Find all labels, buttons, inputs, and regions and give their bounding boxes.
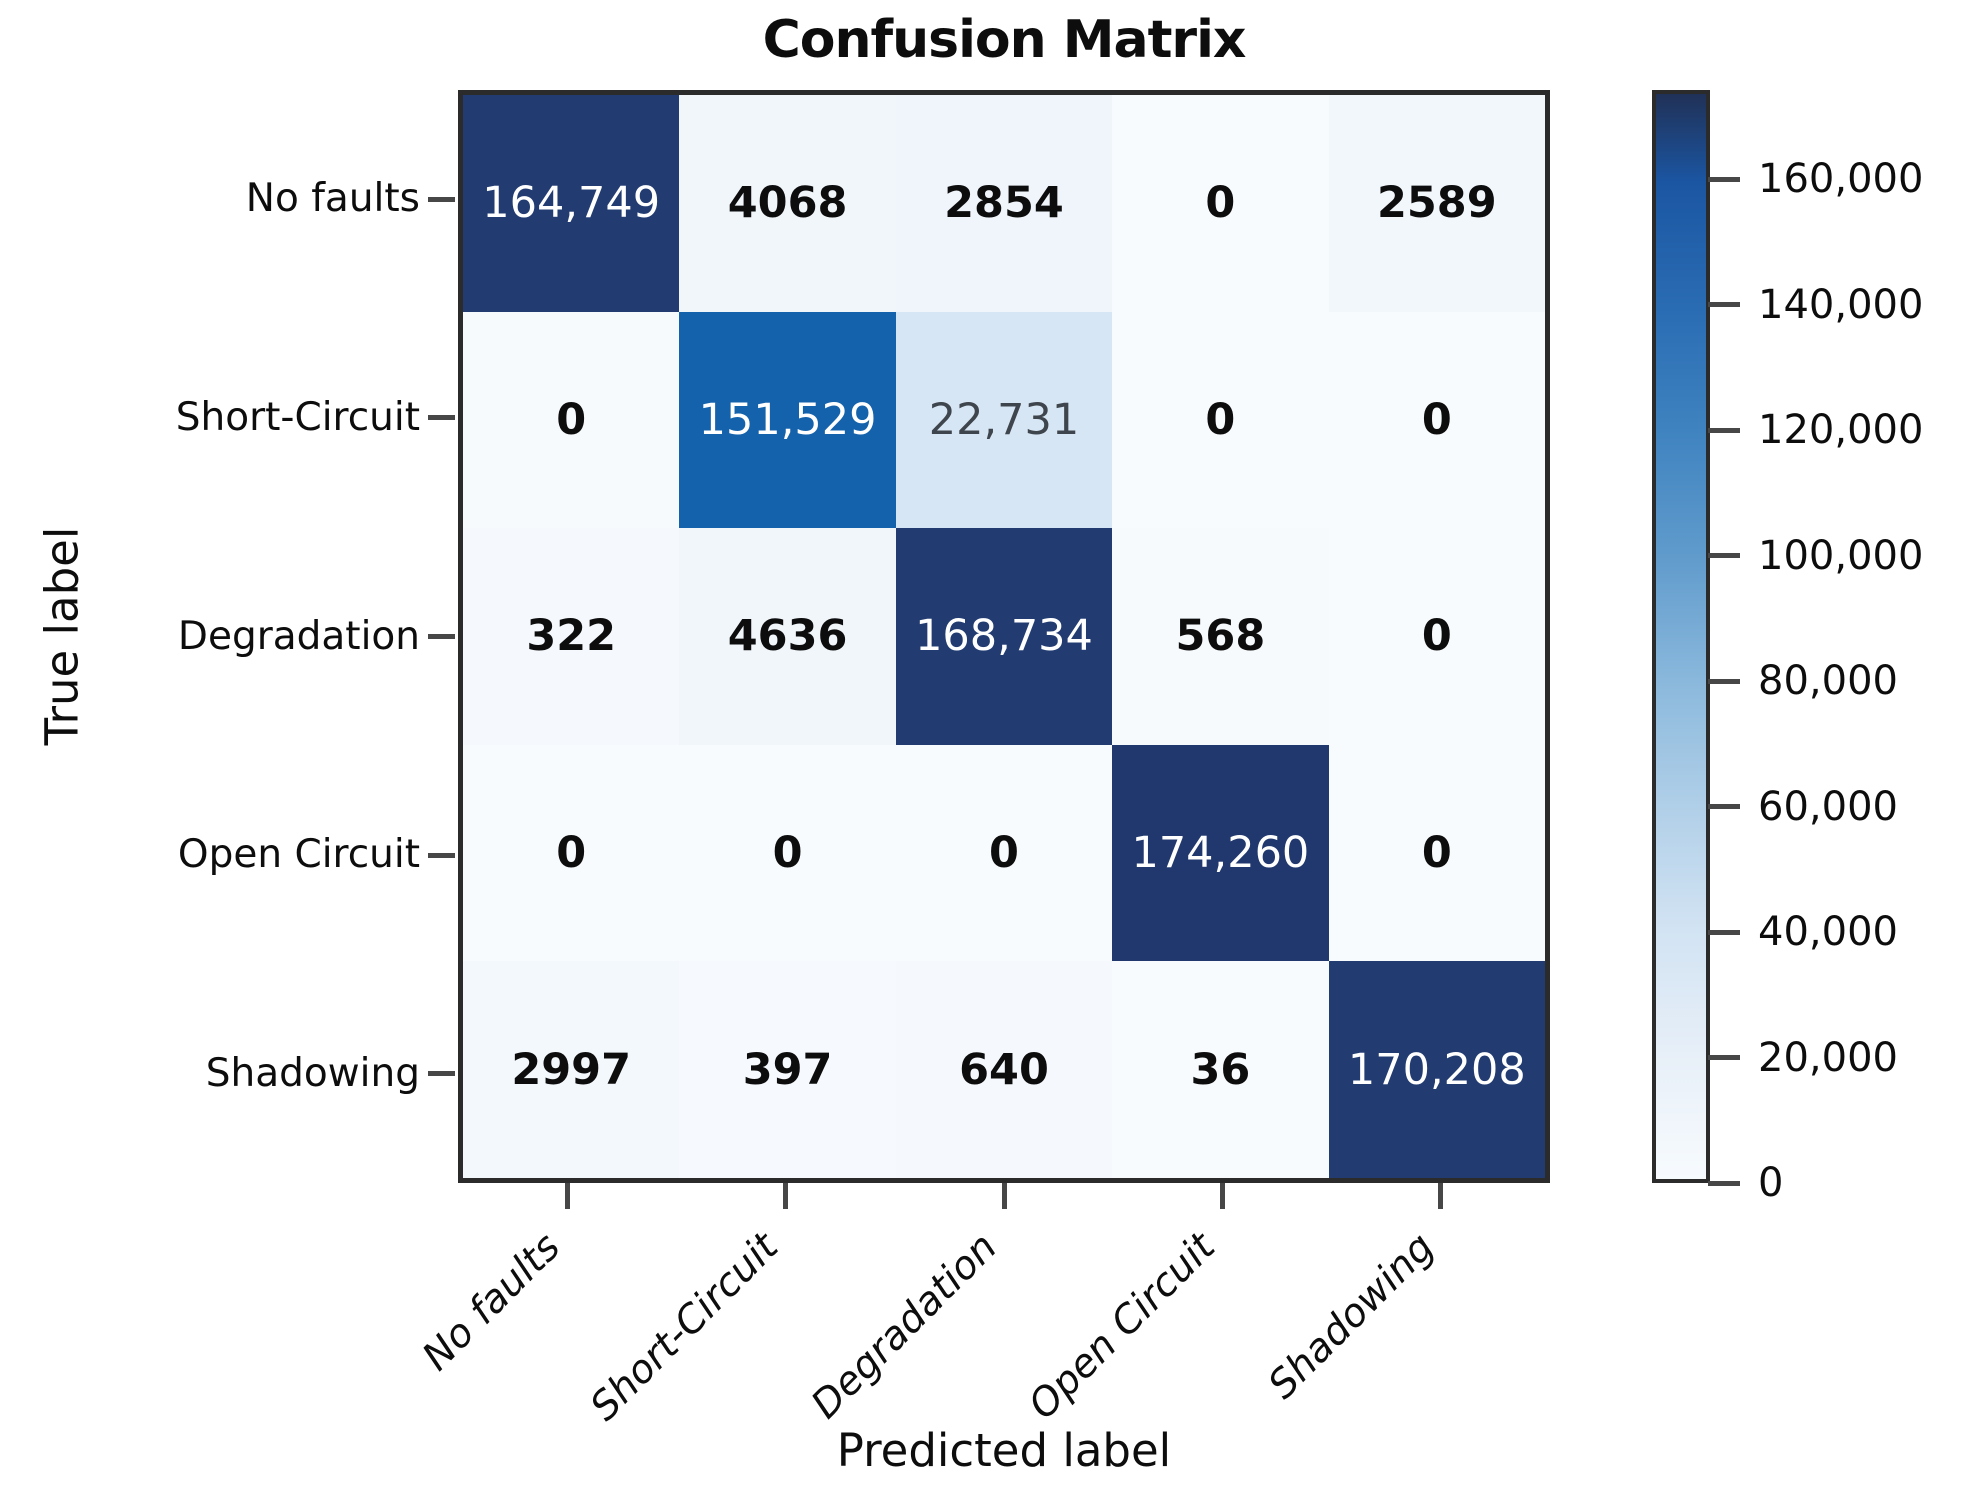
x-tick-label: No faults xyxy=(414,1224,570,1380)
x-tick-label: Short-Circuit xyxy=(582,1224,788,1430)
colorbar-tick-label: 20,000 xyxy=(1758,1034,1898,1081)
colorbar-tick-label: 100,000 xyxy=(1758,532,1924,579)
colorbar-tick-label: 80,000 xyxy=(1758,658,1898,705)
colorbar-tick-mark xyxy=(1708,804,1740,810)
colorbar-tick-mark xyxy=(1708,1180,1740,1186)
x-axis-title: Predicted label xyxy=(836,1424,1172,1477)
matrix-cell: 568 xyxy=(1112,528,1329,745)
matrix-cell: 2997 xyxy=(463,961,680,1178)
matrix-cell: 0 xyxy=(463,311,680,529)
matrix-cell: 2854 xyxy=(895,95,1113,312)
colorbar-tick-label: 0 xyxy=(1758,1160,1784,1206)
matrix-cell: 0 xyxy=(1112,311,1329,529)
x-tick-mark xyxy=(564,1183,570,1209)
matrix-cell: 4068 xyxy=(679,95,896,312)
y-tick-label: No faults xyxy=(245,176,420,222)
y-tick-mark xyxy=(428,196,455,202)
matrix-cell: 174,260 xyxy=(1112,744,1329,962)
x-tick-mark xyxy=(1001,1183,1007,1209)
colorbar-tick-label: 60,000 xyxy=(1758,783,1898,830)
matrix-cell: 397 xyxy=(679,961,896,1178)
colorbar-tick-mark xyxy=(1708,176,1740,182)
y-tick-mark xyxy=(428,415,455,421)
y-tick-label: Open Circuit xyxy=(177,832,420,878)
y-tick-mark xyxy=(428,634,455,639)
x-tick-mark xyxy=(1438,1183,1444,1209)
x-tick-mark xyxy=(1219,1183,1225,1209)
y-tick-mark xyxy=(428,1071,455,1077)
matrix-cell: 168,734 xyxy=(895,528,1113,745)
matrix-cell: 0 xyxy=(463,744,680,962)
matrix-cell: 0 xyxy=(1328,744,1545,962)
x-tick-label: Open Circuit xyxy=(1020,1224,1225,1429)
matrix-cell: 36 xyxy=(1112,961,1329,1178)
x-tick-mark xyxy=(783,1183,789,1209)
matrix-cell: 2589 xyxy=(1328,95,1545,312)
colorbar xyxy=(1652,90,1710,1183)
colorbar-tick-mark xyxy=(1708,1055,1740,1061)
matrix-cell: 0 xyxy=(1328,528,1545,745)
colorbar-tick-mark xyxy=(1708,553,1740,559)
matrix-cell: 0 xyxy=(679,744,896,962)
colorbar-tick-label: 140,000 xyxy=(1758,281,1924,328)
colorbar-tick-mark xyxy=(1708,929,1740,935)
x-tick-label: Shadowing xyxy=(1259,1224,1443,1408)
colorbar-tick-mark xyxy=(1708,302,1740,308)
matrix-cell: 4636 xyxy=(679,528,896,745)
matrix-cell: 0 xyxy=(1112,95,1329,312)
matrix-cell: 22,731 xyxy=(895,311,1113,529)
colorbar-tick-mark xyxy=(1708,427,1740,433)
heatmap-grid: 164,749 4068 2854 0 2589 0 151,529 22,731 0 0 322 4… xyxy=(458,90,1550,1183)
chart-title: Confusion Matrix xyxy=(762,10,1247,70)
matrix-cell: 151,529 xyxy=(679,311,896,529)
matrix-cell: 0 xyxy=(895,744,1113,962)
y-tick-label: Shadowing xyxy=(205,1050,420,1096)
matrix-cell: 0 xyxy=(1328,311,1545,529)
colorbar-tick-label: 40,000 xyxy=(1758,909,1898,956)
colorbar-tick-label: 120,000 xyxy=(1758,407,1924,454)
x-tick-label: Degradation xyxy=(802,1224,1006,1428)
matrix-cell: 170,208 xyxy=(1328,961,1545,1178)
matrix-cell: 322 xyxy=(463,528,680,745)
y-tick-label: Degradation xyxy=(177,613,420,659)
y-tick-label: Short-Circuit xyxy=(175,394,420,440)
colorbar-tick-mark xyxy=(1708,678,1740,684)
matrix-cell: 640 xyxy=(895,961,1113,1178)
colorbar-tick-label: 160,000 xyxy=(1758,156,1924,203)
y-tick-mark xyxy=(428,852,455,858)
matrix-cell: 164,749 xyxy=(463,95,680,312)
